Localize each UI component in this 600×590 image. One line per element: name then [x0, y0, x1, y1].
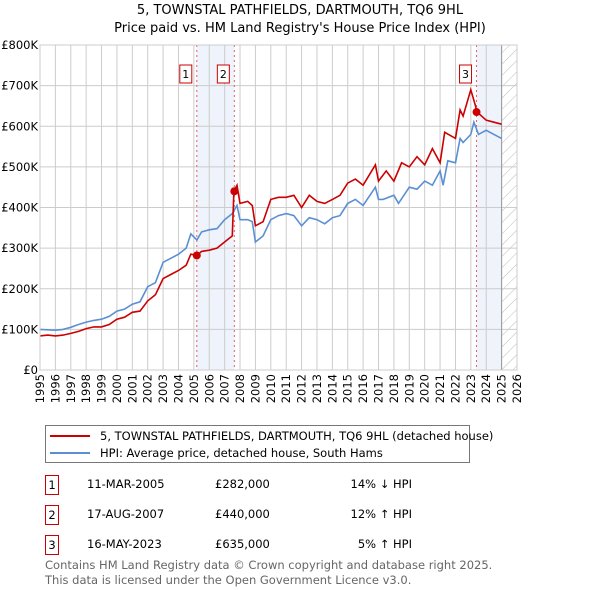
x-tick-label: 2019	[402, 374, 416, 403]
price-chart: 1995 1996 1997 1998 1999 2000 2001 2002 2003 2004…	[1, 38, 524, 403]
x-tick-label: 2020	[418, 374, 432, 403]
sale-point	[230, 187, 239, 196]
chart-title: 5, TOWNSTAL PATHFIELDS, DARTMOUTH, TQ6 9…	[136, 3, 464, 18]
x-tick-label: 2008	[233, 374, 247, 403]
y-tick-label: £100K	[1, 322, 38, 336]
transaction-row: 2 17-AUG-2007 £440,000 12% ↑ HPI	[45, 505, 445, 525]
sale-point	[192, 251, 201, 260]
transaction-hpi-diff: 12% ↑ HPI	[350, 507, 412, 521]
sale-label: 2	[220, 68, 227, 81]
y-tick-label: £800K	[1, 38, 38, 52]
x-tick-label: 1999	[95, 374, 109, 403]
x-tick-label: 2002	[141, 374, 155, 403]
x-tick-label: 2026	[510, 374, 524, 403]
transaction-date: 17-AUG-2007	[87, 507, 165, 521]
x-tick-label: 1996	[48, 374, 62, 403]
plot-border	[39, 44, 518, 371]
transaction-row: 3 16-MAY-2023 £635,000 5% ↑ HPI	[45, 535, 445, 555]
footer-licence: This data is licensed under the Open Gov…	[45, 573, 412, 587]
legend: 5, TOWNSTAL PATHFIELDS, DARTMOUTH, TQ6 9…	[45, 425, 493, 463]
x-tick-label: 2024	[479, 374, 493, 403]
x-tick-label: 2016	[356, 374, 370, 403]
legend-item-property: 5, TOWNSTAL PATHFIELDS, DARTMOUTH, TQ6 9…	[50, 428, 493, 444]
transaction-price: £440,000	[215, 507, 270, 521]
sale-label-box	[459, 64, 473, 84]
y-tick-label: £500K	[1, 160, 38, 174]
transaction-row: 1 11-MAR-2005 £282,000 14% ↓ HPI	[45, 475, 445, 495]
y-tick-label: £200K	[1, 282, 38, 296]
y-tick-label: £600K	[1, 119, 38, 133]
sale-label: 3	[462, 68, 469, 81]
x-tick-label: 2014	[325, 374, 339, 403]
x-tick-label: 2012	[295, 374, 309, 403]
y-tick-label: £300K	[1, 241, 38, 255]
transaction-date: 11-MAR-2005	[87, 477, 165, 491]
x-tick-label: 2001	[125, 374, 139, 403]
series-line	[39, 86, 502, 337]
transaction-price: £282,000	[215, 477, 270, 491]
sale-label: 1	[182, 68, 189, 81]
x-tick-label: 2009	[248, 374, 262, 403]
chart-subtitle: Price paid vs. HM Land Registry's House …	[114, 21, 486, 36]
footer-copyright: Contains HM Land Registry data © Crown c…	[45, 558, 493, 572]
x-tick-label: 2010	[264, 374, 278, 403]
legend-red-line	[50, 435, 90, 437]
x-tick-label: 2006	[202, 374, 216, 403]
x-tick-label: 2017	[372, 374, 386, 403]
x-tick-label: 2013	[310, 374, 324, 403]
x-tick-label: 2023	[464, 374, 478, 403]
x-tick-label: 2025	[495, 374, 509, 403]
sale-label-box	[216, 64, 230, 84]
transaction-hpi-diff: 5% ↑ HPI	[357, 537, 412, 551]
x-tick-label: 2022	[448, 374, 462, 403]
x-tick-label: 2000	[110, 374, 124, 403]
series-line	[39, 119, 502, 332]
x-tick-label: 2003	[156, 374, 170, 403]
x-tick-label: 2005	[187, 374, 201, 403]
legend-label: HPI: Average price, detached house, Sout…	[100, 446, 383, 460]
legend-label: 5, TOWNSTAL PATHFIELDS, DARTMOUTH, TQ6 9…	[100, 429, 494, 443]
transaction-hpi-diff: 14% ↓ HPI	[350, 477, 412, 491]
y-tick-label: £0	[23, 363, 38, 377]
x-tick-label: 2018	[387, 374, 401, 403]
y-tick-label: £400K	[1, 201, 38, 215]
sale-label-box	[179, 64, 193, 84]
transaction-number-badge: 3	[45, 535, 59, 555]
legend-blue-line	[50, 452, 90, 454]
x-tick-label: 1998	[79, 374, 93, 403]
sale-point	[472, 108, 481, 117]
legend-item-hpi: HPI: Average price, detached house, Sout…	[50, 445, 383, 461]
x-tick-label: 2015	[341, 374, 355, 403]
transaction-number-badge: 1	[45, 475, 59, 495]
y-tick-label: £700K	[1, 79, 38, 93]
x-tick-label: 1995	[33, 374, 47, 403]
x-tick-label: 2007	[218, 374, 232, 403]
x-tick-label: 2011	[279, 374, 293, 403]
transaction-price: £635,000	[215, 537, 270, 551]
transaction-number-badge: 2	[45, 505, 59, 525]
x-tick-label: 2004	[171, 374, 185, 403]
transaction-date: 16-MAY-2023	[87, 537, 162, 551]
x-tick-label: 2021	[433, 374, 447, 403]
x-tick-label: 1997	[64, 374, 78, 403]
